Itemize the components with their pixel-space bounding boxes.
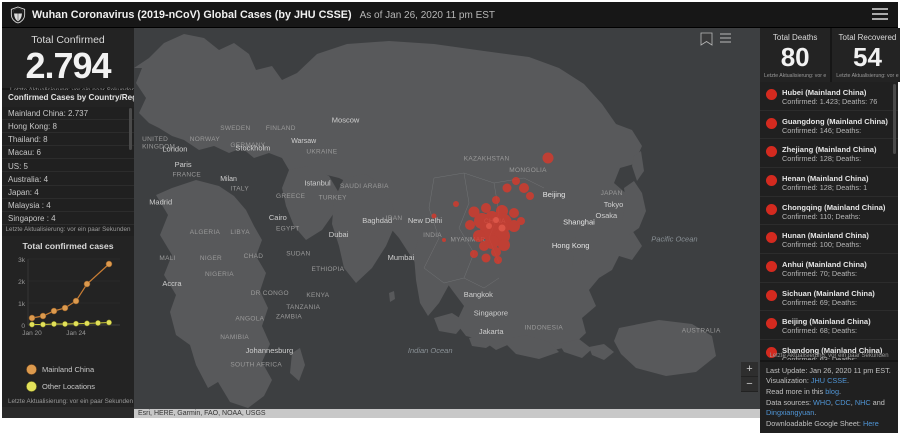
- svg-text:SAUDI ARABIA: SAUDI ARABIA: [340, 183, 389, 190]
- svg-text:EGYPT: EGYPT: [276, 225, 300, 232]
- svg-text:KAZAKHSTAN: KAZAKHSTAN: [464, 156, 510, 163]
- svg-text:Jakarta: Jakarta: [479, 327, 504, 336]
- svg-text:ANGOLA: ANGOLA: [235, 315, 264, 322]
- svg-text:Dubai: Dubai: [329, 230, 349, 239]
- svg-text:Osaka: Osaka: [596, 211, 619, 220]
- svg-text:London: London: [162, 144, 187, 153]
- svg-text:IRAN: IRAN: [386, 215, 403, 222]
- svg-text:INDIA: INDIA: [423, 232, 442, 239]
- svg-text:TANZANIA: TANZANIA: [286, 304, 320, 311]
- svg-text:Tokyo: Tokyo: [604, 200, 624, 209]
- svg-text:Warsaw: Warsaw: [291, 138, 317, 145]
- svg-text:Madrid: Madrid: [149, 197, 172, 206]
- svg-text:SWEDEN: SWEDEN: [220, 125, 250, 132]
- svg-text:Jan 24: Jan 24: [66, 330, 86, 337]
- svg-text:Indian Ocean: Indian Ocean: [408, 346, 453, 355]
- svg-text:NORWAY: NORWAY: [190, 136, 221, 143]
- svg-text:NAMIBIA: NAMIBIA: [220, 334, 249, 341]
- svg-text:New Delhi: New Delhi: [408, 216, 443, 225]
- svg-text:Beijing: Beijing: [543, 190, 566, 199]
- svg-text:UNITED: UNITED: [142, 136, 168, 143]
- svg-text:DR CONGO: DR CONGO: [251, 290, 289, 297]
- svg-text:Stockholm: Stockholm: [235, 144, 270, 153]
- svg-text:Singapore: Singapore: [474, 309, 508, 318]
- svg-text:Mumbai: Mumbai: [388, 253, 415, 262]
- svg-text:FINLAND: FINLAND: [266, 125, 296, 132]
- svg-text:Istanbul: Istanbul: [304, 179, 331, 188]
- svg-text:MONGOLIA: MONGOLIA: [509, 167, 547, 174]
- svg-text:Accra: Accra: [162, 279, 182, 288]
- svg-text:Jan 20: Jan 20: [22, 330, 42, 337]
- svg-text:SOUTH AFRICA: SOUTH AFRICA: [230, 362, 282, 369]
- svg-text:ITALY: ITALY: [230, 185, 249, 192]
- svg-text:MALI: MALI: [159, 255, 175, 262]
- svg-text:NIGER: NIGER: [200, 255, 222, 262]
- svg-text:CHAD: CHAD: [244, 253, 264, 260]
- svg-text:UKRAINE: UKRAINE: [306, 148, 337, 155]
- svg-text:3k: 3k: [18, 257, 26, 264]
- svg-text:ETHIOPIA: ETHIOPIA: [312, 266, 345, 273]
- svg-text:Milan: Milan: [220, 176, 237, 183]
- svg-text:TURKEY: TURKEY: [319, 195, 348, 202]
- svg-text:SUDAN: SUDAN: [286, 250, 310, 257]
- svg-text:JAPAN: JAPAN: [601, 190, 623, 197]
- svg-text:NIGERIA: NIGERIA: [205, 271, 234, 278]
- svg-text:Shanghai: Shanghai: [563, 218, 595, 227]
- svg-text:0: 0: [21, 323, 25, 330]
- svg-text:Johannesburg: Johannesburg: [246, 346, 294, 355]
- svg-text:1k: 1k: [18, 301, 26, 308]
- svg-text:2k: 2k: [18, 279, 26, 286]
- svg-text:LIBYA: LIBYA: [230, 229, 250, 236]
- svg-text:INDONESIA: INDONESIA: [525, 325, 564, 332]
- svg-text:Paris: Paris: [175, 160, 192, 169]
- svg-text:Bangkok: Bangkok: [464, 290, 493, 299]
- svg-text:ALGERIA: ALGERIA: [190, 229, 221, 236]
- svg-text:Pacific Ocean: Pacific Ocean: [651, 234, 697, 243]
- svg-text:Cairo: Cairo: [269, 213, 287, 222]
- svg-text:ZAMBIA: ZAMBIA: [276, 313, 302, 320]
- svg-text:AUSTRALIA: AUSTRALIA: [682, 327, 721, 334]
- svg-text:Hong Kong: Hong Kong: [552, 241, 590, 250]
- svg-text:FRANCE: FRANCE: [173, 172, 202, 179]
- svg-text:GREECE: GREECE: [276, 193, 306, 200]
- svg-text:KENYA: KENYA: [306, 292, 329, 299]
- svg-text:Moscow: Moscow: [332, 116, 360, 125]
